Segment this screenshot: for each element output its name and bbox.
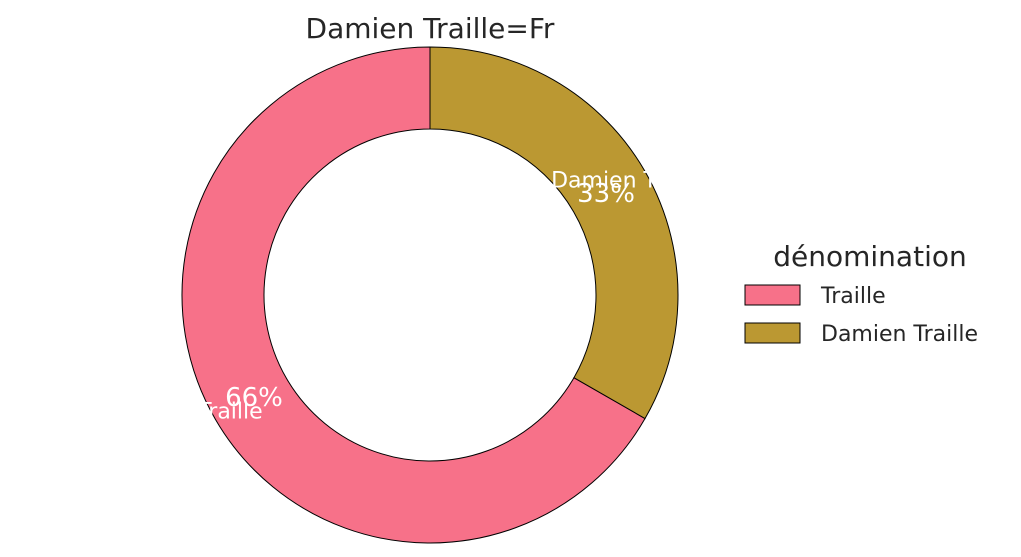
legend: dénomination Traille Damien Traille xyxy=(744,240,978,347)
slice-category-label: Traille xyxy=(197,400,263,425)
chart-title: Damien Traille=Fr xyxy=(306,12,555,45)
slice-category-label: Damien Traille xyxy=(551,168,708,193)
legend-swatch xyxy=(744,284,801,306)
slice-percent-label: 33% xyxy=(577,179,635,209)
donut-slice xyxy=(429,46,679,420)
donut-slice xyxy=(181,46,646,544)
slice-percent-label: 66% xyxy=(225,383,283,413)
legend-swatch xyxy=(744,322,801,344)
legend-label: Traille xyxy=(820,284,886,309)
legend-label: Damien Traille xyxy=(821,322,978,347)
legend-title: dénomination xyxy=(773,240,966,273)
donut-slices xyxy=(181,46,679,544)
